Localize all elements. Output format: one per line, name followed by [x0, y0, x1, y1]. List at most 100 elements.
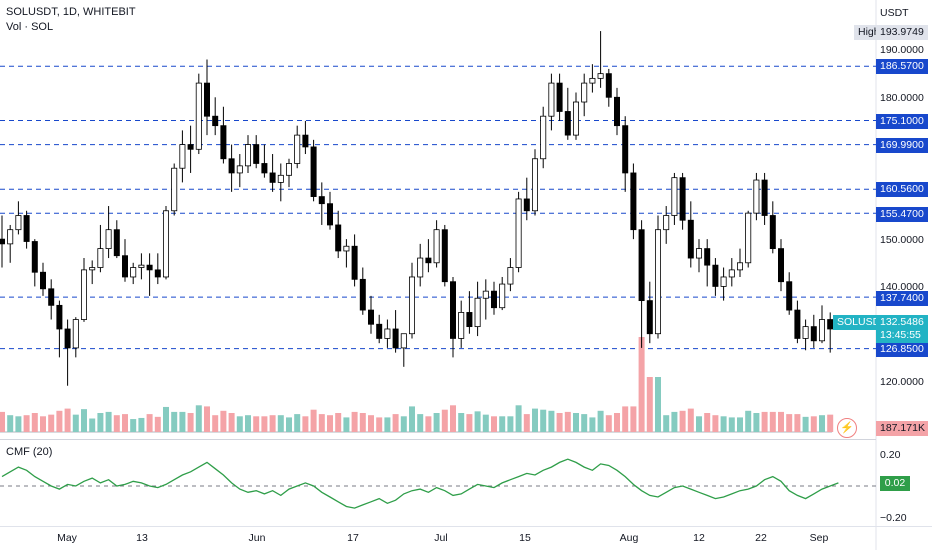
candle-body [384, 328, 391, 339]
volume-bar [769, 411, 776, 432]
candle-body [146, 264, 153, 271]
candle-body [195, 82, 202, 150]
candle-body [318, 196, 325, 205]
volume-bar [532, 408, 538, 432]
candle-body [671, 177, 678, 216]
candle-body [466, 312, 473, 328]
symbol-title[interactable]: SOLUSDT, 1D, WHITEBIT [6, 6, 136, 18]
volume-bar [630, 406, 637, 432]
alert-icon[interactable]: ⚡ [837, 418, 857, 438]
candle-body [48, 288, 55, 306]
volume-bar [97, 413, 104, 432]
volume-bar [327, 415, 333, 432]
candle-body [113, 229, 120, 257]
x-tick-label: Jun [248, 532, 266, 544]
volume-bar [753, 413, 760, 432]
candle-body [425, 257, 432, 264]
volume-bar [778, 411, 784, 432]
volume-bar [236, 416, 243, 432]
candle-body [81, 269, 88, 320]
candle-body [515, 198, 522, 268]
volume-bar [810, 416, 817, 432]
volume-bar [786, 414, 793, 432]
volume-bar [589, 417, 596, 432]
candle-body [819, 319, 826, 342]
volume-bar [663, 415, 670, 432]
x-tick-label: 13 [136, 532, 148, 544]
volume-bar [687, 408, 694, 432]
candle-body [433, 229, 440, 264]
candle-body [253, 144, 260, 164]
volume-bar [302, 416, 309, 432]
volume-bar [81, 409, 87, 432]
candle-body [696, 248, 703, 259]
volume-bar [7, 415, 14, 432]
volume-bar [269, 415, 276, 432]
cmf-indicator-title[interactable]: CMF (20) [6, 446, 53, 458]
candle-body [564, 111, 571, 136]
cmf-axis-top: 0.20 [880, 449, 901, 461]
volume-bar [425, 416, 432, 432]
volume-bar [671, 411, 678, 432]
price-tick-label: 180.0000 [880, 92, 924, 104]
candle-body [261, 163, 268, 174]
volume-bar [31, 413, 38, 432]
x-tick-label: 12 [693, 532, 705, 544]
candle-body [614, 96, 621, 127]
candle-body [162, 210, 169, 278]
currency-label[interactable]: USDT [880, 7, 909, 19]
candle-body [474, 297, 481, 328]
candle-body [122, 255, 129, 278]
candle-body [367, 309, 374, 325]
volume-bar [89, 418, 96, 432]
candle-body [154, 269, 161, 278]
candle-body [507, 267, 514, 285]
candle-body [56, 304, 63, 330]
volume-bar [310, 409, 317, 432]
volume-bar [138, 417, 145, 432]
candle-body [105, 229, 112, 250]
candle-body [679, 177, 686, 221]
volume-bar [696, 416, 702, 432]
volume-bar [712, 415, 719, 432]
volume-bar [794, 414, 801, 432]
x-tick-label: Sep [809, 532, 829, 544]
volume-bar [187, 413, 194, 432]
volume-bar [228, 413, 235, 432]
candle-body [220, 125, 227, 160]
candle-body [704, 248, 711, 266]
level-tag: 155.4700 [876, 207, 928, 222]
candle-body [728, 269, 735, 278]
candle-body [400, 333, 407, 349]
volume-bar [245, 415, 251, 432]
candle-body [203, 82, 210, 117]
candle-body [302, 134, 309, 148]
volume-bar [482, 414, 489, 432]
candle-body [532, 158, 539, 212]
candle-body [277, 174, 284, 183]
candle-body [605, 73, 612, 98]
volume-bar [564, 411, 571, 432]
x-tick-label: 22 [755, 532, 767, 544]
candle-body [138, 264, 145, 268]
volume-bar [261, 416, 268, 432]
level-tag: 160.5600 [876, 182, 928, 197]
volume-bar [23, 415, 30, 432]
x-tick-label: May [57, 532, 77, 544]
level-tag: 126.8500 [876, 342, 928, 357]
candle-body [761, 179, 768, 216]
volume-indicator-title[interactable]: Vol · SOL [6, 21, 54, 33]
level-tag: 169.9900 [876, 138, 928, 153]
candle-body [589, 77, 596, 84]
level-tag: 137.7400 [876, 291, 928, 306]
volume-bar [540, 409, 547, 432]
candle-body [548, 82, 555, 117]
volume-bar [704, 413, 711, 432]
volume-bar [499, 416, 506, 432]
candle-body [687, 219, 694, 259]
volume-bar [655, 377, 661, 432]
candle-body [655, 229, 662, 335]
candle-body [15, 215, 22, 231]
volume-bar [343, 417, 350, 432]
